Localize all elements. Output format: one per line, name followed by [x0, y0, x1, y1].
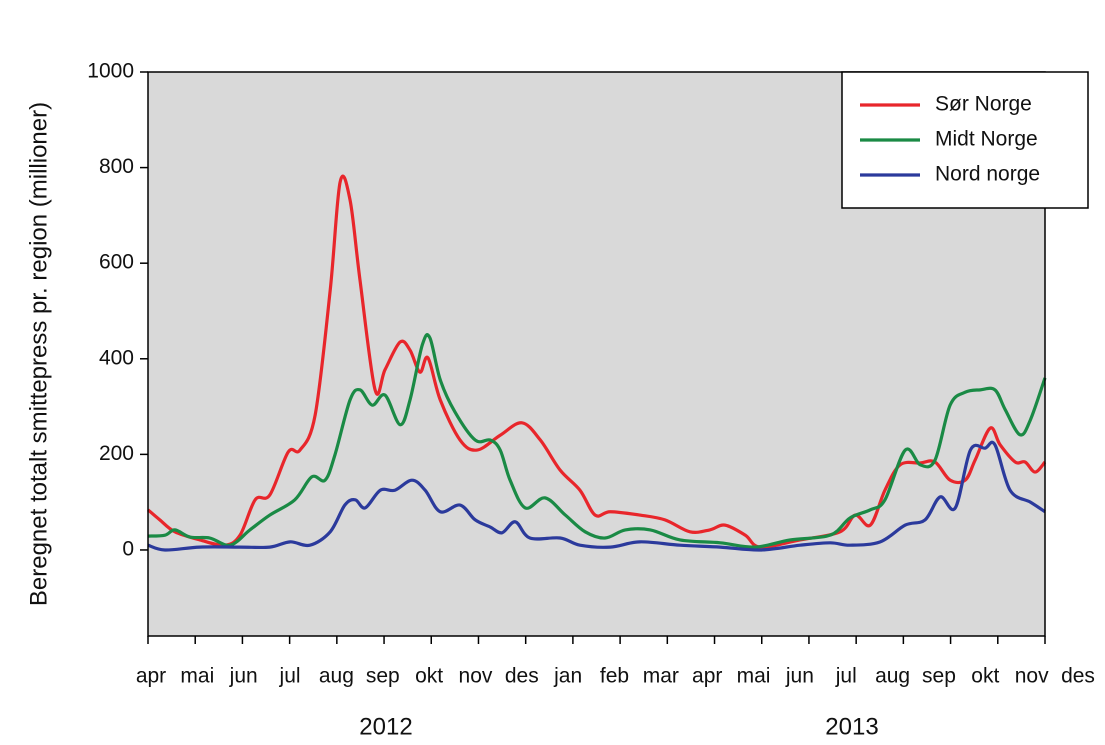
- x-tick-label: aug: [319, 665, 354, 688]
- series-line: [147, 333, 1047, 549]
- y-tick-label: 1000: [87, 60, 134, 83]
- x-tick-label: jun: [229, 665, 258, 688]
- y-tick-label: 400: [99, 346, 134, 369]
- year-label: 2013: [825, 713, 878, 740]
- y-tick-label: 200: [99, 442, 134, 465]
- x-tick-label: mai: [180, 665, 214, 688]
- x-tick-label: jul: [835, 665, 857, 688]
- x-tick-label: okt: [415, 665, 443, 688]
- x-tick-label: mar: [643, 665, 679, 688]
- x-tick-label: feb: [600, 665, 629, 688]
- legend-label: Sør Norge: [935, 93, 1032, 116]
- y-axis-label: Beregnet totalt smittepress pr. region (…: [25, 102, 52, 606]
- series-line: [147, 440, 1046, 552]
- x-tick-label: jun: [785, 665, 814, 688]
- y-tick-label: 600: [99, 251, 134, 274]
- year-label: 2012: [359, 713, 412, 740]
- y-tick-label: 0: [122, 538, 134, 561]
- x-tick-label: okt: [971, 665, 999, 688]
- x-tick-label: mai: [737, 665, 771, 688]
- x-tick-label: des: [505, 665, 539, 688]
- x-tick-label: jan: [553, 665, 582, 688]
- y-tick-label: 800: [99, 155, 134, 178]
- x-tick-label: sep: [922, 665, 956, 688]
- legend-label: Nord norge: [935, 163, 1040, 186]
- plot-frame: [147, 71, 1046, 637]
- x-tick-label: nov: [1015, 665, 1049, 688]
- x-tick-label: des: [1061, 665, 1095, 688]
- x-tick-label: apr: [136, 665, 166, 688]
- x-tick-label: aug: [875, 665, 910, 688]
- x-tick-label: apr: [692, 665, 722, 688]
- x-tick-label: nov: [459, 665, 493, 688]
- x-tick-label: jul: [279, 665, 301, 688]
- legend-label: Midt Norge: [935, 128, 1038, 151]
- x-tick-label: sep: [366, 665, 400, 688]
